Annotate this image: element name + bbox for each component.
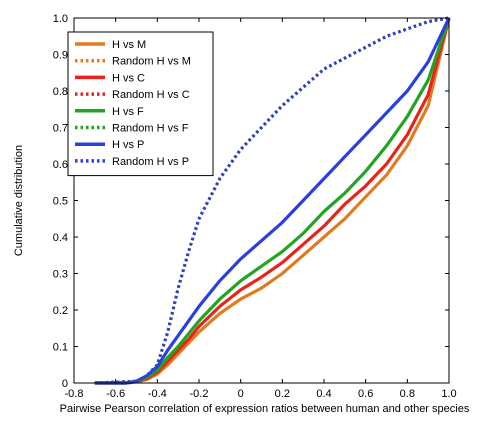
y-tick-label: 0.7	[53, 123, 68, 135]
y-tick-label: 0.3	[53, 269, 68, 281]
legend-entry-label: Random H vs M	[112, 56, 191, 68]
legend-entry-label: H vs F	[112, 106, 144, 118]
y-tick-label: 0.4	[53, 232, 68, 244]
y-tick-label: 0.8	[53, 86, 68, 98]
legend-box	[67, 31, 214, 177]
x-tick-label: -0.4	[148, 388, 167, 400]
x-axis-label: Pairwise Pearson correlation of expressi…	[60, 403, 470, 415]
y-axis-label: Cumulative distribution	[13, 145, 25, 256]
y-tick-label: 0.9	[53, 50, 68, 62]
x-tick-label: -0.2	[190, 388, 209, 400]
x-tick-label: 0.2	[275, 388, 290, 400]
series-line-h-vs-f	[94, 17, 451, 385]
x-tick-label: 0.6	[358, 388, 373, 400]
y-tick-label: 0.1	[53, 342, 68, 354]
x-tick-label: -0.6	[106, 388, 125, 400]
y-tick-label: 0.6	[53, 159, 68, 171]
x-tick-label: 0	[238, 388, 244, 400]
x-tick-label: 0.8	[400, 388, 415, 400]
series-line-random-h-vs-p	[94, 16, 450, 385]
y-tick-label: 1.0	[53, 13, 68, 25]
legend-entry-label: H vs M	[112, 39, 146, 51]
x-tick-label: 1.0	[441, 388, 456, 400]
legend-entry-label: H vs C	[112, 72, 145, 84]
legend-entry-label: H vs P	[112, 139, 144, 151]
legend-entry-label: Random H vs F	[112, 123, 189, 135]
legend: H vs M Random H vs M H vs C Random H vs C H …	[67, 31, 214, 177]
x-tick-label: -0.8	[65, 388, 84, 400]
legend-entry-label: Random H vs C	[112, 89, 190, 101]
series-line-h-vs-p	[94, 17, 451, 385]
y-tick-label: 0.5	[53, 196, 68, 208]
legend-entry-label: Random H vs P	[112, 156, 189, 168]
x-tick-label: 0.4	[316, 388, 331, 400]
x-axis-ticks: -0.8 -0.6 -0.4 -0.2 0 0.2 0.4 0.6 0.8 1.0	[65, 18, 457, 400]
y-tick-label: 0	[62, 378, 68, 390]
y-tick-label: 0.2	[53, 305, 68, 317]
